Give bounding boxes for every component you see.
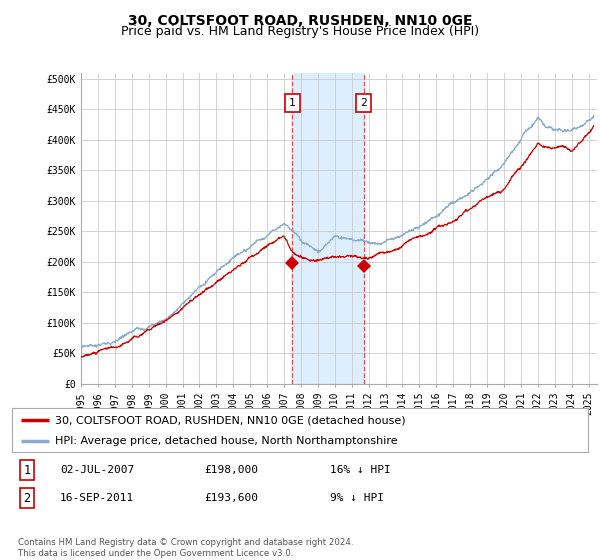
Text: 16-SEP-2011: 16-SEP-2011: [60, 493, 134, 503]
Bar: [292, 73, 364, 384]
Text: 16% ↓ HPI: 16% ↓ HPI: [330, 465, 391, 475]
Text: Contains HM Land Registry data © Crown copyright and database right 2024.
This d: Contains HM Land Registry data © Crown c…: [18, 538, 353, 558]
Text: 30, COLTSFOOT ROAD, RUSHDEN, NN10 0GE: 30, COLTSFOOT ROAD, RUSHDEN, NN10 0GE: [128, 14, 472, 28]
Text: 02-JUL-2007: 02-JUL-2007: [60, 465, 134, 475]
Text: 30, COLTSFOOT ROAD, RUSHDEN, NN10 0GE (detached house): 30, COLTSFOOT ROAD, RUSHDEN, NN10 0GE (d…: [55, 416, 406, 426]
Text: 2: 2: [361, 98, 367, 108]
Text: 1: 1: [289, 98, 296, 108]
Text: £193,600: £193,600: [204, 493, 258, 503]
Text: 9% ↓ HPI: 9% ↓ HPI: [330, 493, 384, 503]
Text: HPI: Average price, detached house, North Northamptonshire: HPI: Average price, detached house, Nort…: [55, 436, 398, 446]
Text: Price paid vs. HM Land Registry's House Price Index (HPI): Price paid vs. HM Land Registry's House …: [121, 25, 479, 38]
Text: 1: 1: [23, 464, 31, 477]
Text: £198,000: £198,000: [204, 465, 258, 475]
Text: 2: 2: [23, 492, 31, 505]
